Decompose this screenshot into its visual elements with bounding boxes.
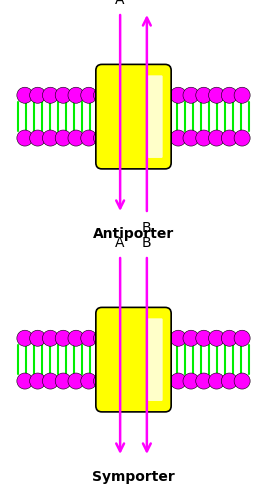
Circle shape	[81, 330, 97, 346]
Circle shape	[196, 373, 212, 389]
Circle shape	[170, 87, 186, 103]
Circle shape	[234, 330, 250, 346]
Circle shape	[145, 373, 161, 389]
Circle shape	[17, 130, 33, 146]
Circle shape	[17, 87, 33, 103]
Circle shape	[132, 130, 148, 146]
Circle shape	[55, 87, 71, 103]
Circle shape	[30, 130, 46, 146]
Circle shape	[55, 330, 71, 346]
Circle shape	[234, 130, 250, 146]
Circle shape	[234, 87, 250, 103]
Circle shape	[196, 130, 212, 146]
Circle shape	[93, 373, 109, 389]
Circle shape	[221, 373, 237, 389]
Circle shape	[68, 373, 84, 389]
Circle shape	[209, 373, 225, 389]
FancyBboxPatch shape	[148, 75, 163, 158]
Circle shape	[68, 130, 84, 146]
Circle shape	[17, 373, 33, 389]
Circle shape	[170, 373, 186, 389]
Circle shape	[158, 130, 174, 146]
Circle shape	[221, 330, 237, 346]
Circle shape	[106, 330, 122, 346]
Text: Antiporter: Antiporter	[93, 226, 174, 241]
Circle shape	[145, 87, 161, 103]
FancyBboxPatch shape	[96, 65, 171, 169]
Circle shape	[30, 373, 46, 389]
Bar	[17, 344, 250, 375]
Circle shape	[158, 373, 174, 389]
Circle shape	[145, 130, 161, 146]
Circle shape	[183, 373, 199, 389]
Circle shape	[119, 130, 135, 146]
Circle shape	[158, 87, 174, 103]
Circle shape	[132, 373, 148, 389]
Circle shape	[81, 373, 97, 389]
Circle shape	[209, 330, 225, 346]
FancyBboxPatch shape	[96, 308, 171, 412]
Circle shape	[17, 330, 33, 346]
Circle shape	[119, 373, 135, 389]
Circle shape	[132, 87, 148, 103]
Circle shape	[93, 87, 109, 103]
FancyBboxPatch shape	[148, 318, 163, 401]
Circle shape	[30, 330, 46, 346]
Circle shape	[196, 87, 212, 103]
Circle shape	[42, 87, 58, 103]
Circle shape	[93, 130, 109, 146]
Text: B: B	[142, 236, 152, 250]
Circle shape	[81, 130, 97, 146]
Circle shape	[119, 87, 135, 103]
Circle shape	[183, 87, 199, 103]
Circle shape	[42, 330, 58, 346]
Text: Symporter: Symporter	[92, 469, 175, 484]
Circle shape	[30, 87, 46, 103]
Circle shape	[106, 130, 122, 146]
Text: B: B	[142, 221, 152, 235]
Circle shape	[158, 330, 174, 346]
Circle shape	[234, 373, 250, 389]
Circle shape	[132, 330, 148, 346]
Circle shape	[209, 130, 225, 146]
Circle shape	[145, 330, 161, 346]
Circle shape	[221, 87, 237, 103]
Circle shape	[170, 130, 186, 146]
Circle shape	[55, 373, 71, 389]
Circle shape	[106, 373, 122, 389]
Text: A: A	[115, 236, 125, 250]
Circle shape	[68, 87, 84, 103]
Circle shape	[183, 130, 199, 146]
Text: A: A	[115, 0, 125, 7]
Circle shape	[183, 330, 199, 346]
Circle shape	[196, 330, 212, 346]
Circle shape	[42, 130, 58, 146]
Circle shape	[106, 87, 122, 103]
Circle shape	[81, 87, 97, 103]
Bar	[17, 101, 250, 132]
Circle shape	[170, 330, 186, 346]
Circle shape	[209, 87, 225, 103]
Circle shape	[221, 130, 237, 146]
Circle shape	[42, 373, 58, 389]
Circle shape	[93, 330, 109, 346]
Circle shape	[55, 130, 71, 146]
Circle shape	[119, 330, 135, 346]
Circle shape	[68, 330, 84, 346]
